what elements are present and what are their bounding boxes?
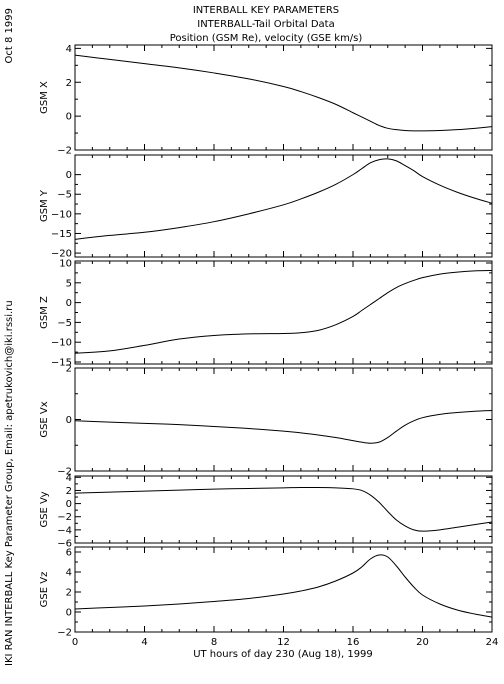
y-axis-label: GSM X <box>39 81 50 114</box>
y-tick-label: −2 <box>57 467 72 478</box>
y-tick-label: −15 <box>51 229 72 240</box>
y-tick-label: −15 <box>51 358 72 369</box>
panel-1: −2 0 2 4 GSM X <box>39 44 493 157</box>
x-axis-label: UT hours of day 230 (Aug 18), 1999 <box>193 649 373 660</box>
panel-frame <box>74 475 493 544</box>
x-tick-label: 4 <box>141 637 147 648</box>
date-label: Oct 8 1999 <box>4 8 15 63</box>
y-tick-label: 4 <box>66 44 72 55</box>
panel-6: −2 0 2 4 6 GSE Vz <box>39 546 493 639</box>
x-tick-label: 8 <box>211 637 217 648</box>
panel-3: −15 −10 −5 0 5 10 GSM Z <box>39 258 493 369</box>
y-tick-label: −10 <box>51 209 72 220</box>
panel-4: −2 0 2 GSE Vx <box>39 364 493 478</box>
y-tick-label: 2 <box>66 588 72 599</box>
y-tick-label: 0 <box>66 170 72 181</box>
y-axis-label: GSE Vz <box>39 572 50 608</box>
x-tick-label: 20 <box>416 637 429 648</box>
y-tick-label: −6 <box>57 539 72 550</box>
y-tick-label: 0 <box>66 499 72 510</box>
y-tick-label: 10 <box>59 258 72 269</box>
y-axis-label: GSE Vx <box>39 401 50 437</box>
series-line <box>74 486 493 532</box>
y-tick-label: −5 <box>57 190 72 201</box>
y-tick-label: 4 <box>66 568 72 579</box>
panel-frame <box>74 44 493 151</box>
x-tick-label: 0 <box>72 637 78 648</box>
y-tick-label: 0 <box>66 415 72 426</box>
y-tick-label: 5 <box>66 278 72 289</box>
series-line <box>74 554 493 618</box>
y-tick-label: −10 <box>51 338 72 349</box>
y-tick-label: 6 <box>66 548 72 559</box>
y-tick-label: −2 <box>57 512 72 523</box>
y-tick-label: −2 <box>57 628 72 639</box>
y-tick-label: 2 <box>66 78 72 89</box>
y-tick-label: −2 <box>57 146 72 157</box>
title-line-1: INTERBALL KEY PARAMETERS <box>193 5 339 16</box>
x-tick-label: 24 <box>486 637 499 648</box>
y-tick-label: 0 <box>66 608 72 619</box>
y-tick-label: 2 <box>66 486 72 497</box>
title-line-2: INTERBALL-Tail Orbital Data <box>197 19 334 30</box>
x-tick-label: 16 <box>347 637 360 648</box>
x-tick-label: 12 <box>277 637 290 648</box>
panel-frame <box>74 367 493 472</box>
series-line <box>74 158 493 240</box>
footer-credit: IKI RAN INTERBALL Key Parameter Group, E… <box>4 300 15 666</box>
y-tick-label: 0 <box>66 298 72 309</box>
series-line <box>74 54 493 132</box>
y-tick-label: 2 <box>66 364 72 375</box>
y-tick-label: −4 <box>57 525 72 536</box>
panel-5: −6 −4 −2 0 2 4 GSE Vy <box>39 473 493 550</box>
title-line-3: Position (GSM Re), velocity (GSE km/s) <box>170 33 363 44</box>
series-line <box>74 409 493 444</box>
series-line <box>74 270 493 354</box>
panel-2: −20 −15 −10 −5 0 GSM Y <box>39 154 493 260</box>
y-axis-label: GSM Z <box>39 296 50 329</box>
y-tick-label: −5 <box>57 318 72 329</box>
y-tick-label: 4 <box>66 473 72 484</box>
panel-frame <box>74 546 493 633</box>
y-tick-label: −20 <box>51 249 72 260</box>
y-axis-label: GSE Vy <box>39 491 50 527</box>
panel-frame <box>74 154 493 258</box>
y-tick-label: 0 <box>66 112 72 123</box>
y-axis-label: GSM Y <box>39 189 50 222</box>
